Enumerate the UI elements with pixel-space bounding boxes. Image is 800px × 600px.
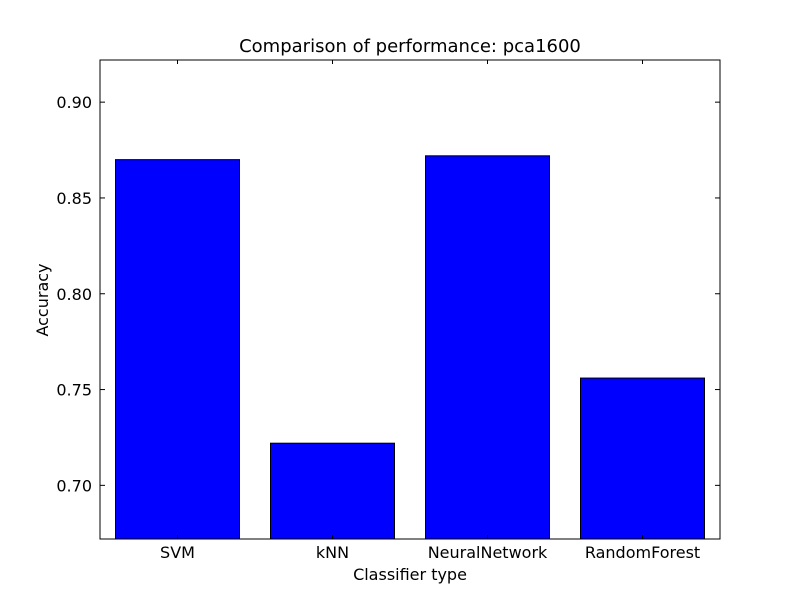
y-tick-label-0.85: 0.85 <box>56 189 92 208</box>
y-tick-label-0.80: 0.80 <box>56 285 92 304</box>
bar-neuralnetwork <box>425 155 550 540</box>
bar-randomforest <box>580 377 705 540</box>
x-tick-label-knn: kNN <box>316 543 349 562</box>
x-tick-label-svm: SVM <box>160 543 195 562</box>
bar-knn <box>270 442 395 540</box>
y-axis-label: Accuracy <box>33 263 52 336</box>
x-tick-label-randomforest: RandomForest <box>585 543 700 562</box>
bars-layer <box>115 155 705 540</box>
y-tick-label-0.90: 0.90 <box>56 93 92 112</box>
y-tick-label-0.75: 0.75 <box>56 381 92 400</box>
bar-svm <box>115 159 240 540</box>
x-tick-label-neuralnetwork: NeuralNetwork <box>428 543 548 562</box>
y-ticks-layer: 0.70 0.75 0.80 0.85 0.90 <box>56 93 720 495</box>
x-axis-label: Classifier type <box>353 565 467 584</box>
chart-title: Comparison of performance: pca1600 <box>239 36 581 57</box>
y-tick-label-0.70: 0.70 <box>56 476 92 495</box>
x-ticks-layer: SVM kNN NeuralNetwork RandomForest <box>160 60 700 562</box>
